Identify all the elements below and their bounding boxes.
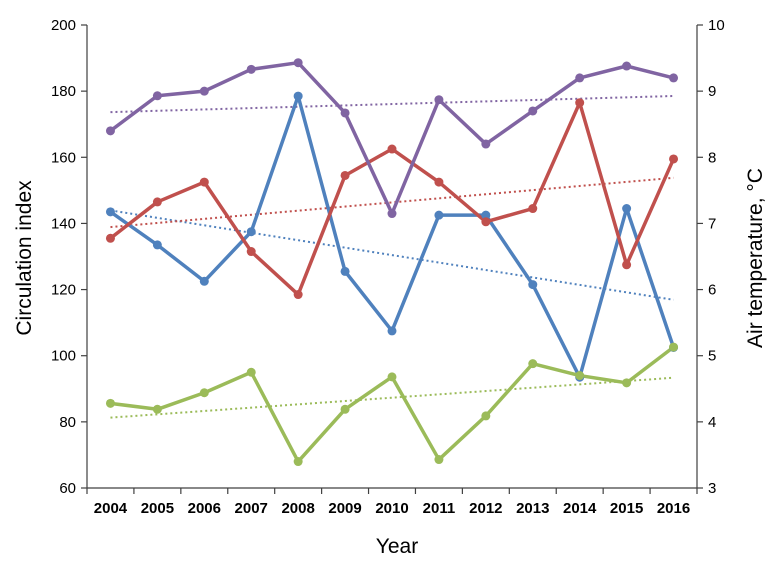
- y-right-tick-label: 6: [708, 282, 716, 299]
- axes: [81, 24, 703, 494]
- y-left-tick-label: 160: [51, 149, 76, 166]
- y-right-tick-label: 10: [708, 17, 725, 34]
- data-markers: [105, 58, 679, 467]
- x-tick-label: 2016: [657, 500, 690, 517]
- x-tick-label: 2010: [375, 500, 408, 517]
- data-point-series-2: [669, 154, 679, 164]
- data-point-series-3: [669, 73, 679, 83]
- y-right-tick-label: 7: [708, 215, 716, 232]
- data-point-series-3: [293, 58, 303, 68]
- data-point-series-2: [152, 197, 162, 207]
- x-tick-label: 2015: [610, 500, 643, 517]
- trendline-series-4: [110, 376, 674, 419]
- data-point-series-4: [199, 388, 209, 398]
- data-point-series-2: [528, 204, 538, 214]
- x-tick-label: 2009: [328, 500, 361, 517]
- y-axis-left-title: Circulation index: [13, 180, 36, 336]
- data-point-series-4: [434, 455, 444, 465]
- data-point-series-1: [293, 91, 303, 101]
- data-point-series-4: [246, 367, 256, 377]
- data-point-series-3: [528, 106, 538, 116]
- x-tick-label: 2014: [563, 500, 597, 517]
- y-left-tick-label: 180: [51, 83, 76, 100]
- series-lines: [108, 60, 676, 464]
- data-point-series-2: [105, 233, 115, 243]
- data-point-series-3: [340, 108, 350, 118]
- tick-labels: 60 80 100 120 140 160 180 200 3 4 5 6 7 8 9 10 2004 2005 2…: [51, 17, 725, 517]
- data-point-series-4: [340, 404, 350, 414]
- y-left-tick-label: 100: [51, 348, 76, 365]
- data-point-series-2: [575, 98, 585, 108]
- y-right-tick-label: 5: [708, 348, 716, 365]
- data-point-series-2: [387, 144, 397, 154]
- data-point-series-1: [528, 280, 538, 290]
- data-point-series-1: [481, 210, 491, 220]
- y-axis-right-title: Air temperature, °C: [744, 168, 767, 348]
- trendline-series-1: [110, 209, 674, 301]
- x-axis-title: Year: [376, 535, 418, 558]
- data-point-series-2: [199, 177, 209, 187]
- data-point-series-1: [246, 227, 256, 237]
- data-point-series-1: [387, 326, 397, 336]
- trendline-series-3: [110, 94, 674, 114]
- y-right-tick-label: 9: [708, 83, 716, 100]
- x-tick-label: 2006: [188, 500, 221, 517]
- y-left-tick-label: 200: [51, 17, 76, 34]
- data-point-series-4: [622, 378, 632, 388]
- data-point-series-4: [528, 359, 538, 369]
- y-left-tick-label: 140: [51, 215, 76, 232]
- data-point-series-1: [340, 266, 350, 276]
- data-point-series-2: [340, 170, 350, 180]
- data-point-series-1: [199, 276, 209, 286]
- series-line-4: [108, 345, 676, 464]
- x-tick-label: 2005: [141, 500, 174, 517]
- data-point-series-2: [622, 260, 632, 270]
- x-tick-label: 2008: [281, 500, 314, 517]
- data-point-series-4: [387, 372, 397, 382]
- data-point-series-4: [669, 342, 679, 352]
- y-left-tick-label: 80: [59, 414, 76, 431]
- x-tick-label: 2011: [423, 500, 456, 517]
- data-point-series-3: [246, 64, 256, 74]
- data-point-series-1: [152, 240, 162, 250]
- x-tick-label: 2004: [94, 500, 128, 517]
- data-point-series-1: [434, 210, 444, 220]
- data-point-series-3: [387, 209, 397, 219]
- data-point-series-3: [575, 73, 585, 83]
- data-point-series-4: [105, 398, 115, 408]
- trendlines: [110, 94, 674, 419]
- y-right-tick-label: 8: [708, 149, 716, 166]
- data-point-series-2: [293, 290, 303, 300]
- x-tick-label: 2007: [235, 500, 268, 517]
- y-right-tick-label: 3: [708, 480, 716, 497]
- data-point-series-4: [152, 404, 162, 414]
- data-point-series-3: [152, 91, 162, 101]
- data-point-series-2: [481, 217, 491, 227]
- data-point-series-4: [481, 411, 491, 421]
- y-right-tick-label: 4: [708, 414, 716, 431]
- trendline-series-2: [110, 176, 674, 229]
- x-tick-label: 2012: [469, 500, 502, 517]
- data-point-series-3: [481, 139, 491, 149]
- data-point-series-3: [199, 86, 209, 96]
- data-point-series-4: [575, 371, 585, 381]
- data-point-series-3: [434, 95, 444, 105]
- y-left-tick-label: 120: [51, 282, 76, 299]
- data-point-series-2: [434, 177, 444, 187]
- data-point-series-1: [622, 204, 632, 214]
- data-point-series-4: [293, 457, 303, 467]
- data-point-series-2: [246, 247, 256, 257]
- series-line-2: [108, 100, 676, 297]
- data-point-series-3: [622, 61, 632, 71]
- y-left-tick-label: 60: [59, 480, 76, 497]
- data-point-series-3: [105, 126, 115, 136]
- data-point-series-1: [105, 207, 115, 217]
- x-tick-label: 2013: [516, 500, 549, 517]
